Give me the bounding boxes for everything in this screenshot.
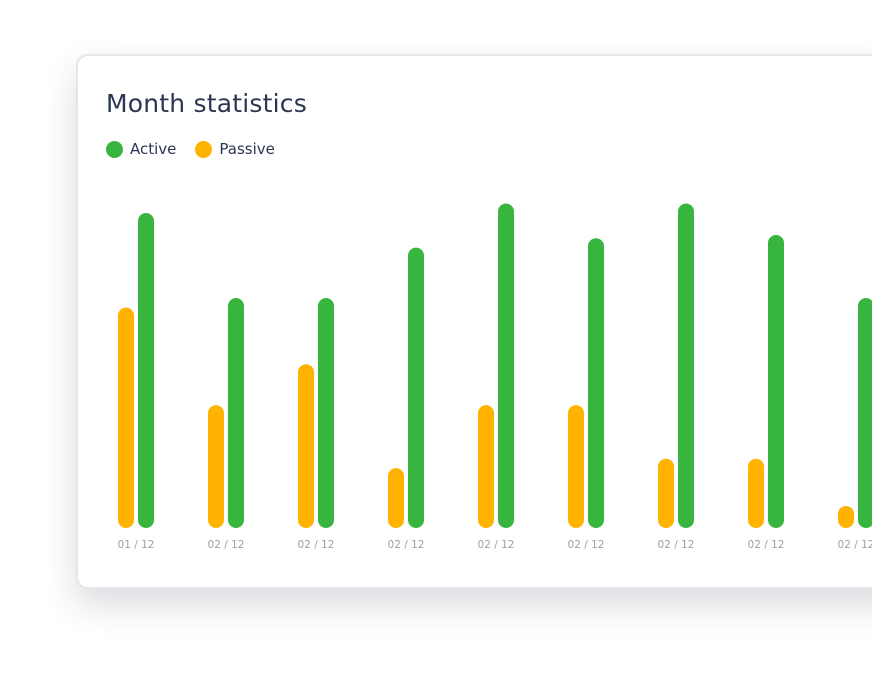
chart-title: Month statistics (106, 89, 307, 118)
bar-passive-1 (118, 307, 134, 528)
x-tick-label: 02 / 12 (478, 539, 515, 551)
bar-active-2 (228, 298, 244, 528)
bar-passive-6 (568, 405, 584, 528)
bar-active-1 (138, 213, 154, 528)
legend-dot-active (106, 140, 123, 158)
bar-active-6 (588, 238, 604, 528)
x-tick-label: 02 / 12 (298, 539, 335, 551)
bar-active-9 (858, 298, 872, 528)
x-tick-label: 02 / 12 (748, 539, 785, 551)
x-tick-label: 02 / 12 (208, 539, 245, 551)
bar-passive-7 (658, 458, 674, 528)
bar-passive-8 (748, 458, 764, 528)
bar-active-4 (408, 247, 424, 528)
bar-passive-4 (388, 468, 404, 528)
legend-label-passive: Passive (219, 140, 275, 158)
bar-passive-3 (298, 364, 314, 528)
legend-item-active: Active (106, 140, 176, 158)
bar-passive-2 (208, 405, 224, 528)
bar-active-3 (318, 298, 334, 528)
bar-active-8 (768, 235, 784, 529)
x-tick-label: 02 / 12 (568, 539, 605, 551)
chart-legend: Active Passive (106, 139, 294, 159)
legend-label-active: Active (130, 140, 177, 158)
x-tick-label: 02 / 12 (388, 539, 425, 551)
x-tick-label: 01 / 12 (118, 539, 155, 551)
x-tick-label: 02 / 12 (658, 539, 695, 551)
legend-item-passive: Passive (195, 140, 275, 158)
bar-active-7 (678, 203, 694, 529)
bar-passive-5 (478, 405, 494, 528)
bar-active-5 (498, 203, 514, 529)
bar-passive-9 (838, 505, 854, 528)
x-tick-label: 02 / 12 (838, 539, 872, 551)
legend-dot-passive (195, 140, 213, 158)
